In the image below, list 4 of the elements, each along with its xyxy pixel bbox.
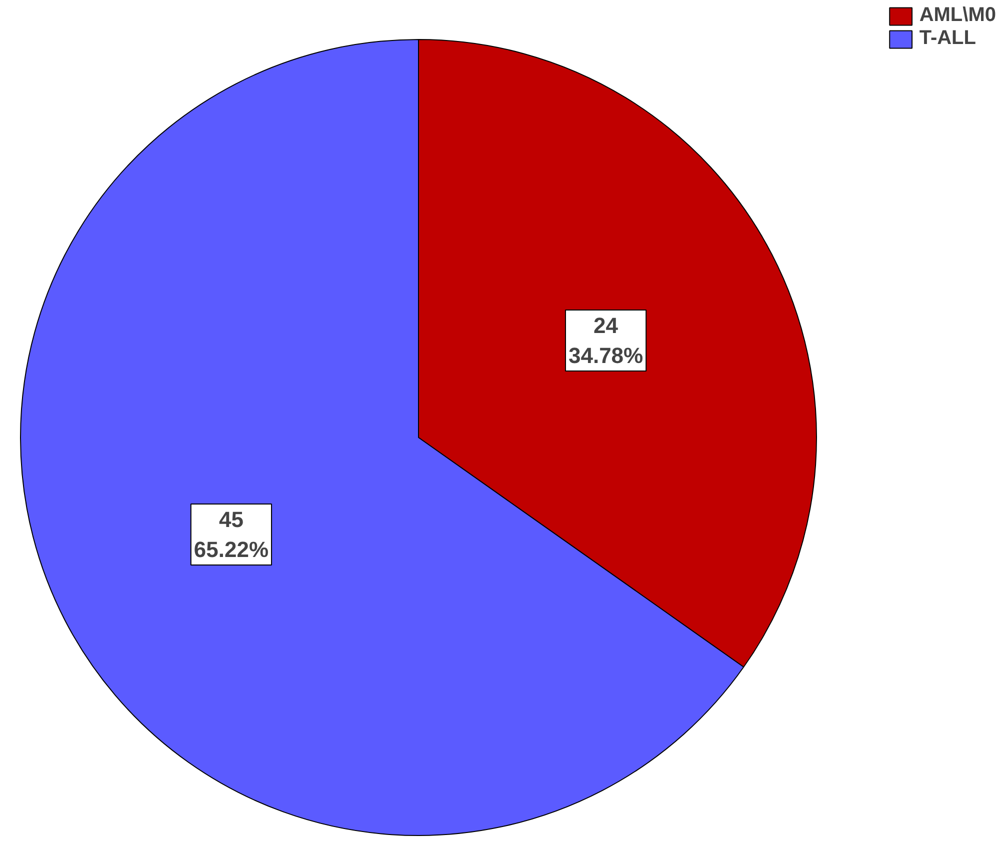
data-label: 45 65.22% <box>194 507 269 562</box>
data-label: 24 34.78% <box>568 312 644 368</box>
legend-label: AML\M0 <box>919 4 996 27</box>
legend-label: T-ALL <box>919 27 976 50</box>
